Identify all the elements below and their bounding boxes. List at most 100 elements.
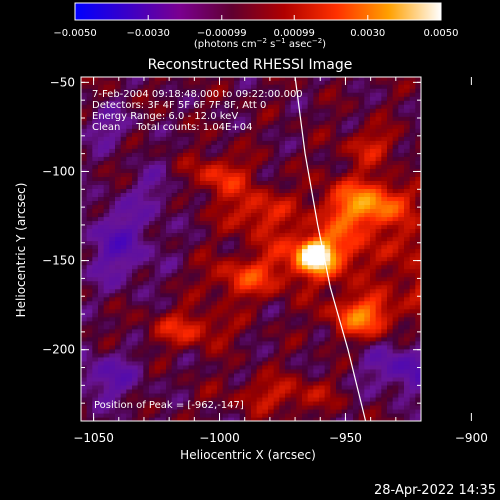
heatmap-cell (222, 348, 229, 354)
heatmap-cell (341, 384, 348, 390)
heatmap-cell (222, 356, 229, 362)
heatmap-cell (171, 284, 178, 290)
heatmap-cell (336, 132, 343, 137)
heatmap-cell (103, 380, 110, 386)
heatmap-cell (404, 316, 411, 322)
heatmap-cell (290, 380, 297, 386)
heatmap-cell (137, 368, 144, 374)
heatmap-cell (98, 156, 105, 161)
heatmap-cell (313, 316, 320, 322)
heatmap-cell (392, 140, 399, 145)
heatmap-cell (256, 92, 263, 97)
heatmap-cell (381, 164, 388, 169)
heatmap-cell (81, 180, 88, 185)
heatmap-cell (353, 104, 360, 109)
heatmap-cell (307, 208, 314, 214)
heatmap-cell (188, 244, 195, 250)
heatmap-cell (137, 240, 144, 246)
heatmap-cell (217, 180, 224, 185)
heatmap-cell (290, 364, 297, 370)
heatmap-cell (364, 216, 371, 222)
heatmap-cell (228, 100, 235, 105)
heatmap-cell (358, 316, 365, 322)
heatmap-cell (166, 84, 173, 89)
heatmap-cell (347, 96, 354, 101)
heatmap-cell (375, 280, 382, 286)
heatmap-cell (166, 376, 173, 382)
heatmap-cell (115, 260, 122, 266)
heatmap-cell (149, 240, 156, 246)
heatmap-cell (183, 244, 190, 250)
heatmap-cell (171, 332, 178, 338)
heatmap-cell (166, 300, 173, 306)
heatmap-cell (330, 152, 337, 157)
heatmap-cell (160, 228, 167, 234)
heatmap-cell (392, 316, 399, 322)
heatmap-cell (194, 272, 201, 278)
heatmap-cell (171, 416, 178, 421)
heatmap-cell (296, 252, 303, 258)
heatmap-cell (330, 288, 337, 294)
heatmap-cell (347, 128, 354, 133)
heatmap-cell (234, 176, 241, 181)
heatmap-cell (290, 168, 297, 173)
heatmap-cell (268, 168, 275, 173)
heatmap-cell (285, 188, 292, 194)
heatmap-cell (81, 256, 88, 262)
heatmap-cell (103, 284, 110, 290)
heatmap-cell (290, 136, 297, 141)
heatmap-cell (324, 264, 331, 270)
heatmap-cell (290, 324, 297, 330)
heatmap-cell (92, 388, 99, 394)
heatmap-cell (313, 352, 320, 358)
heatmap-cell (120, 136, 127, 141)
heatmap-cell (347, 380, 354, 386)
heatmap-cell (347, 392, 354, 398)
heatmap-cell (256, 348, 263, 354)
heatmap-cell (115, 276, 122, 282)
heatmap-cell (290, 216, 297, 222)
heatmap-cell (177, 77, 184, 81)
heatmap-cell (177, 124, 184, 129)
heatmap-cell (256, 84, 263, 89)
heatmap-cell (205, 112, 212, 117)
heatmap-cell (319, 212, 326, 218)
heatmap-cell (126, 284, 133, 290)
heatmap-cell (171, 156, 178, 161)
heatmap-cell (143, 300, 150, 306)
heatmap-cell (279, 148, 286, 153)
heatmap-cell (330, 364, 337, 370)
heatmap-cell (279, 288, 286, 294)
heatmap-cell (341, 368, 348, 374)
heatmap-cell (353, 148, 360, 153)
heatmap-cell (256, 88, 263, 93)
heatmap-cell (290, 300, 297, 306)
heatmap-cell (256, 124, 263, 129)
heatmap-cell (166, 252, 173, 258)
heatmap-cell (307, 132, 314, 137)
heatmap-cell (222, 364, 229, 370)
heatmap-cell (188, 200, 195, 206)
heatmap-cell (375, 92, 382, 97)
heatmap-cell (239, 240, 246, 246)
heatmap-cell (103, 256, 110, 262)
heatmap-cell (149, 304, 156, 310)
heatmap-cell (251, 408, 258, 414)
heatmap-cell (273, 236, 280, 242)
heatmap-cell (251, 288, 258, 294)
heatmap-cell (341, 284, 348, 290)
heatmap-cell (324, 268, 331, 274)
heatmap-cell (245, 264, 252, 270)
heatmap-cell (387, 268, 394, 274)
heatmap-cell (353, 232, 360, 238)
heatmap-cell (137, 352, 144, 358)
heatmap-cell (239, 80, 246, 85)
heatmap-cell (279, 204, 286, 210)
heatmap-cell (234, 144, 241, 149)
heatmap-cell (364, 212, 371, 218)
heatmap-cell (387, 160, 394, 165)
heatmap-cell (319, 116, 326, 121)
heatmap-cell (92, 284, 99, 290)
heatmap-cell (103, 140, 110, 145)
heatmap-cell (177, 184, 184, 189)
